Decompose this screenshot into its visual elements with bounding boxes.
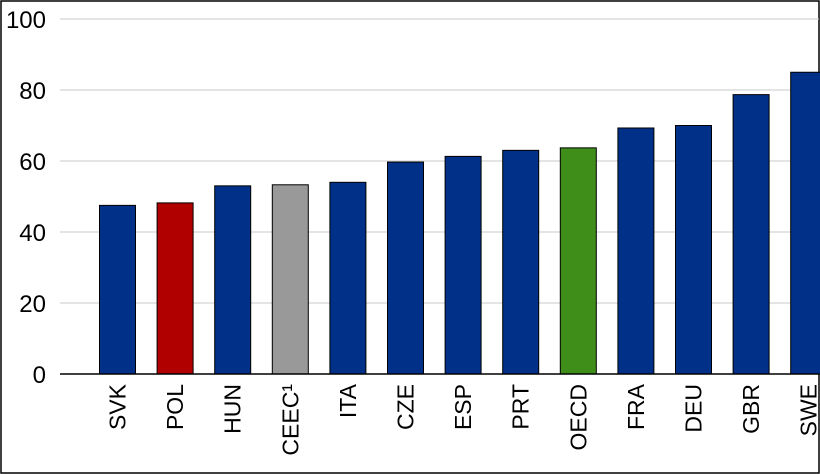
- x-tick-label: SWE: [796, 384, 820, 436]
- bar-svk: [99, 204, 136, 375]
- x-tick-label: HUN: [220, 384, 246, 434]
- x-tick-label: FRA: [623, 383, 649, 430]
- x-tick-label: ESP: [450, 384, 476, 430]
- y-tick-label: 0: [33, 362, 46, 389]
- bar-fra: [617, 127, 655, 375]
- x-tick-label: SVK: [105, 383, 131, 430]
- bar-ceec: [271, 184, 309, 375]
- y-tick-label: 80: [19, 78, 46, 105]
- bar-pol: [156, 202, 194, 375]
- y-tick-label: 100: [6, 7, 46, 34]
- x-tick-label: PRT: [508, 384, 534, 430]
- y-tick-labels: 0 20 40 60 80 100: [6, 7, 46, 389]
- x-tick-label: DEU: [681, 384, 707, 433]
- bar-prt: [502, 149, 540, 375]
- bar-gbr: [732, 94, 770, 375]
- x-tick-label: GBR: [738, 384, 764, 434]
- bars: [99, 71, 820, 375]
- bar-oecd: [559, 147, 597, 375]
- bar-hun: [214, 185, 252, 375]
- x-tick-label: POL: [162, 384, 188, 430]
- y-tick-label: 20: [19, 291, 46, 318]
- bar-deu: [675, 125, 712, 375]
- bar-swe: [790, 71, 820, 375]
- bar-ita: [329, 181, 367, 375]
- x-tick-label: CEEC¹: [277, 384, 303, 456]
- x-tick-labels: SVK POL HUN CEEC¹ ITA CZE ESP PRT OECD FRA DEU GBR S…: [105, 383, 820, 455]
- bar-esp: [444, 155, 482, 375]
- y-tick-label: 60: [19, 149, 46, 176]
- y-tick-label: 40: [19, 220, 46, 247]
- x-tick-label: CZE: [393, 384, 419, 430]
- bar-cze: [387, 161, 424, 375]
- x-tick-label: ITA: [335, 383, 361, 418]
- x-tick-label: OECD: [565, 384, 591, 450]
